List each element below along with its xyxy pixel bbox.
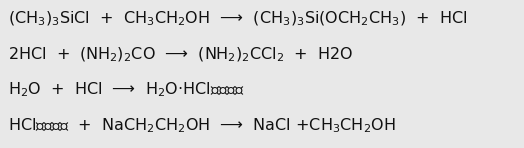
Text: H$_2$O  +  HCl  ⟶  H$_2$O·HCl（盐酸）: H$_2$O + HCl ⟶ H$_2$O·HCl（盐酸） (8, 81, 244, 99)
Text: HCl（盐酸）  +  NaCH$_2$CH$_2$OH  ⟶  NaCl +CH$_3$CH$_2$OH: HCl（盐酸） + NaCH$_2$CH$_2$OH ⟶ NaCl +CH$_3… (8, 116, 396, 135)
Text: (CH$_3$)$_3$SiCl  +  CH$_3$CH$_2$OH  ⟶  (CH$_3$)$_3$Si(OCH$_2$CH$_3$)  +  HCl: (CH$_3$)$_3$SiCl + CH$_3$CH$_2$OH ⟶ (CH$… (8, 10, 467, 28)
Text: 2HCl  +  (NH$_2$)$_2$CO  ⟶  (NH$_2$)$_2$CCl$_2$  +  H2O: 2HCl + (NH$_2$)$_2$CO ⟶ (NH$_2$)$_2$CCl$… (8, 45, 353, 64)
